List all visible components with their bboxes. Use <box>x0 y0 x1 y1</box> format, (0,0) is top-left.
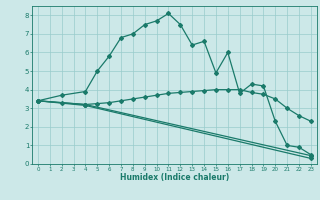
X-axis label: Humidex (Indice chaleur): Humidex (Indice chaleur) <box>120 173 229 182</box>
